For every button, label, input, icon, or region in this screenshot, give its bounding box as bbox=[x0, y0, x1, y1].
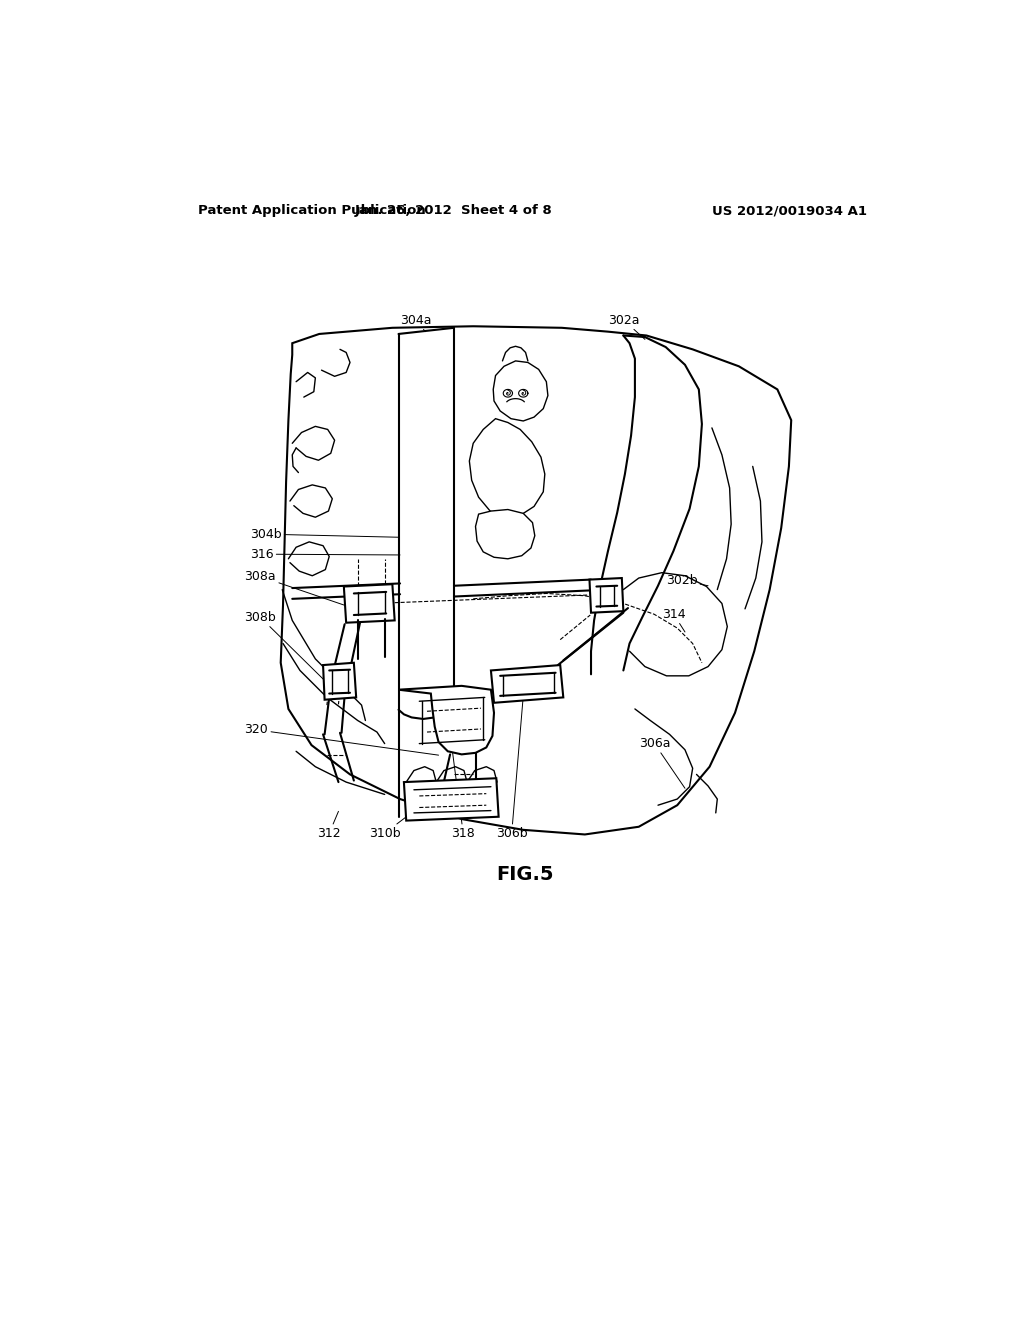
Text: US 2012/0019034 A1: US 2012/0019034 A1 bbox=[712, 205, 867, 218]
Text: 304a: 304a bbox=[399, 314, 431, 331]
Text: Jan. 26, 2012  Sheet 4 of 8: Jan. 26, 2012 Sheet 4 of 8 bbox=[355, 205, 553, 218]
Text: 316: 316 bbox=[250, 548, 400, 561]
Text: 304b: 304b bbox=[250, 528, 398, 541]
Polygon shape bbox=[323, 663, 356, 700]
Polygon shape bbox=[403, 779, 499, 821]
Text: 302a: 302a bbox=[608, 314, 645, 339]
Text: 308b: 308b bbox=[245, 611, 325, 681]
Text: 308a: 308a bbox=[245, 570, 344, 605]
Text: Patent Application Publication: Patent Application Publication bbox=[199, 205, 426, 218]
Polygon shape bbox=[475, 510, 535, 558]
Text: 320: 320 bbox=[245, 723, 438, 755]
Polygon shape bbox=[344, 585, 394, 623]
Text: 312: 312 bbox=[317, 812, 341, 840]
Text: 314: 314 bbox=[662, 607, 685, 632]
Text: 318: 318 bbox=[452, 751, 475, 840]
Text: 310b: 310b bbox=[369, 810, 416, 840]
Text: FIG.5: FIG.5 bbox=[496, 865, 554, 884]
Polygon shape bbox=[590, 578, 624, 612]
Text: 306b: 306b bbox=[496, 696, 527, 840]
Polygon shape bbox=[490, 665, 563, 702]
Text: 302b: 302b bbox=[666, 574, 708, 587]
Polygon shape bbox=[494, 360, 548, 421]
Polygon shape bbox=[398, 686, 494, 755]
Polygon shape bbox=[469, 418, 545, 517]
Text: 306a: 306a bbox=[639, 737, 685, 788]
Polygon shape bbox=[281, 326, 792, 834]
